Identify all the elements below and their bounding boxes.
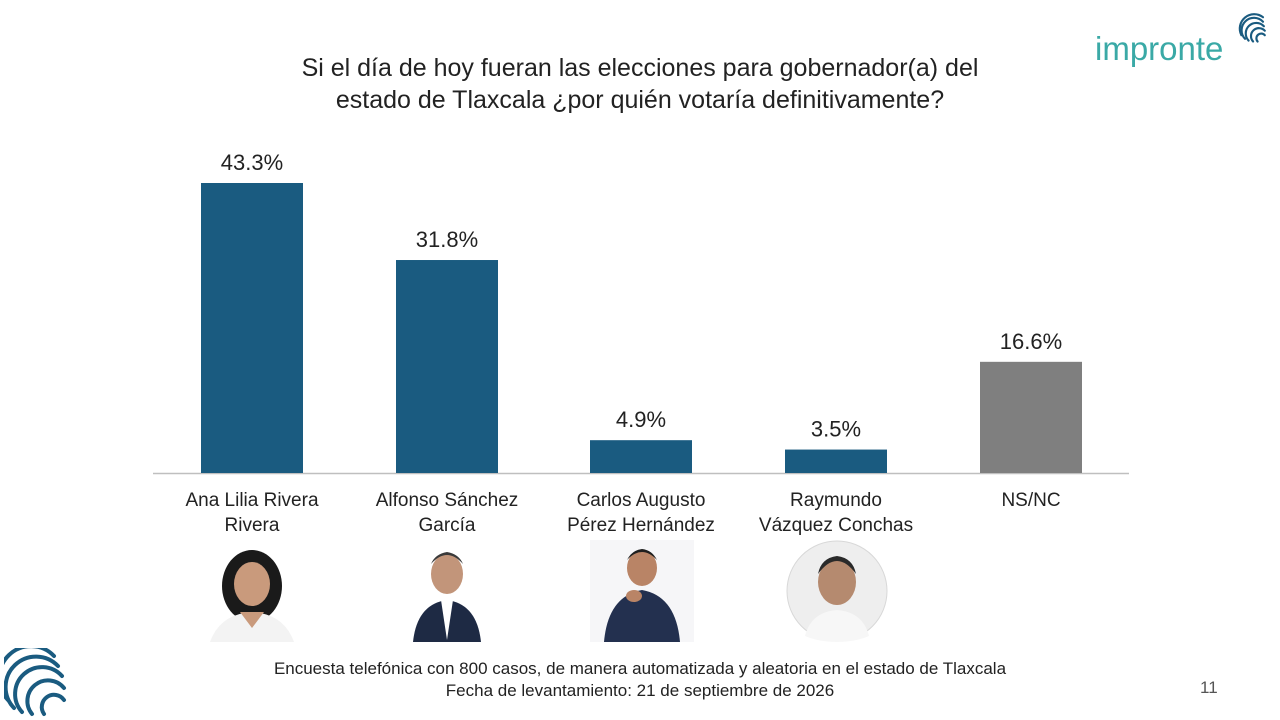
data-label: 16.6% xyxy=(1000,329,1062,354)
bar xyxy=(590,440,692,473)
fingerprint-icon xyxy=(4,648,66,716)
category-label-line: Pérez Hernández xyxy=(567,515,715,536)
bar xyxy=(785,449,887,473)
data-label: 43.3% xyxy=(221,150,283,175)
survey-note-line-2: Fecha de levantamiento: 21 de septiembre… xyxy=(445,681,835,700)
data-label: 4.9% xyxy=(616,407,666,432)
chart-title-line-2: estado de Tlaxcala ¿por quién votaría de… xyxy=(335,86,945,114)
category-label: Alfonso Sánchez García xyxy=(352,488,542,538)
candidate-photo-ana-lilia xyxy=(200,540,304,642)
category-label-line: Alfonso Sánchez xyxy=(375,490,519,511)
chart-title-line-1: Si el día de hoy fueran las elecciones p… xyxy=(301,54,979,82)
category-label: Carlos Augusto Pérez Hernández xyxy=(546,488,736,538)
chart-title: Si el día de hoy fueran las elecciones p… xyxy=(190,52,1090,116)
bar xyxy=(980,361,1082,473)
category-label: Ana Lilia Rivera Rivera xyxy=(157,488,347,538)
category-label-line: Raymundo xyxy=(790,490,882,511)
category-label-line: NS/NC xyxy=(1001,490,1061,511)
page-number: 11 xyxy=(1200,678,1218,697)
data-label: 31.8% xyxy=(416,227,478,252)
fingerprint-icon xyxy=(1238,13,1266,43)
category-label-line: García xyxy=(418,515,476,536)
candidate-photo-raymundo xyxy=(785,540,889,642)
category-label-line: Rivera xyxy=(224,515,280,536)
candidate-photo-alfonso xyxy=(395,540,499,642)
category-label: NS/NC xyxy=(936,488,1126,513)
data-label: 3.5% xyxy=(811,417,861,442)
bar xyxy=(201,183,303,473)
survey-note-line-1: Encuesta telefónica con 800 casos, de ma… xyxy=(273,659,1007,678)
category-label-line: Carlos Augusto xyxy=(576,490,706,511)
category-label-line: Ana Lilia Rivera xyxy=(185,490,319,511)
category-label: Raymundo Vázquez Conchas xyxy=(741,488,931,538)
candidate-photo-carlos xyxy=(590,540,694,642)
bar xyxy=(396,260,498,473)
brand-logo-text: impronte xyxy=(1095,30,1224,67)
category-label-line: Vázquez Conchas xyxy=(758,515,914,536)
survey-note: Encuesta telefónica con 800 casos, de ma… xyxy=(140,658,1140,702)
